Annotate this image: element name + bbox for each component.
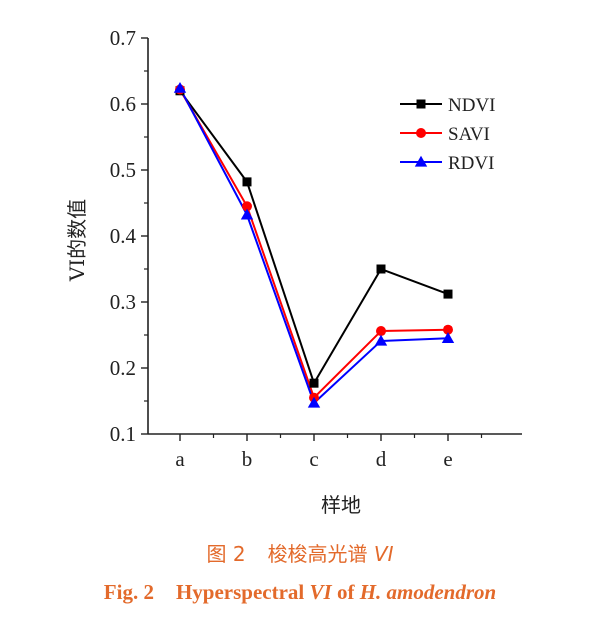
y-tick-label: 0.2 — [110, 356, 136, 380]
figure-caption-cn: 图 2 梭梭高光谱 VI — [0, 538, 600, 567]
caption-cn-title: 梭梭高光谱 — [267, 542, 368, 566]
chart-legend: NDVI SAVI RDVI — [400, 95, 496, 174]
series-line-rdvi — [179, 87, 449, 404]
data-point-savi — [443, 324, 453, 335]
legend-label-rdvi: RDVI — [448, 153, 494, 174]
x-tick-label: b — [242, 447, 253, 471]
y-tick-label: 0.1 — [110, 422, 136, 446]
x-axis-title: 样地 — [321, 493, 361, 517]
data-point-rdvi — [173, 81, 187, 93]
data-point-rdvi — [307, 396, 321, 408]
caption-en-title-part1: Hyperspectral — [175, 580, 305, 604]
caption-cn-figure-number: 图 2 — [206, 542, 246, 566]
data-point-rdvi — [441, 332, 455, 343]
x-tick-label: c — [309, 447, 318, 471]
data-point-ndvi — [376, 264, 386, 274]
x-tick-label: e — [443, 447, 452, 471]
y-tick-label: 0.6 — [110, 92, 136, 116]
data-point-ndvi — [309, 378, 319, 388]
legend-label-savi: SAVI — [448, 124, 490, 145]
series-markers — [173, 81, 455, 408]
y-tick-label: 0.5 — [110, 158, 136, 182]
y-tick-label: 0.7 — [110, 26, 136, 50]
x-tick-label: a — [175, 447, 185, 471]
line-chart: 0.10.20.30.40.50.60.7a b c d e NDVISAVIRDVI … — [65, 26, 522, 517]
data-point-ndvi — [443, 289, 453, 299]
y-axis-title: VI的数值 — [65, 199, 89, 282]
legend-marker-ndvi — [416, 99, 426, 109]
caption-en-figure-number: Fig. 2 — [103, 580, 154, 604]
data-point-savi — [242, 201, 252, 212]
data-point-rdvi — [240, 208, 254, 220]
data-point-rdvi — [374, 334, 388, 346]
legend-marker-savi — [416, 128, 426, 138]
caption-en-title-part2: of — [336, 580, 355, 604]
data-point-savi — [376, 326, 386, 337]
figure-caption-en: Fig. 2 Hyperspectral VI of H. amodendron — [0, 580, 600, 605]
caption-en-vi: VI — [309, 580, 332, 604]
caption-cn-vi: VI — [373, 542, 394, 566]
series-line-savi — [179, 88, 449, 399]
chart-axes: 0.1 0.2 0.3 0.4 0.5 0.6 0.7 a b c d e — [110, 26, 522, 471]
legend-label-ndvi: NDVI — [448, 95, 496, 116]
y-tick-label: 0.3 — [110, 290, 136, 314]
y-tick-label: 0.4 — [110, 224, 137, 248]
x-tick-label: d — [376, 447, 387, 471]
caption-en-species: H. amodendron — [359, 580, 497, 604]
data-point-ndvi — [242, 177, 252, 187]
series-lines — [179, 87, 449, 404]
legend-marker-rdvi — [414, 155, 428, 167]
